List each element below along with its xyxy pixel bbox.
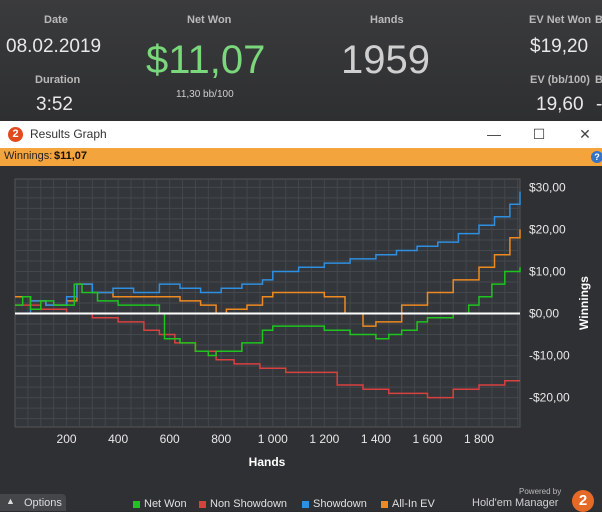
- y-axis-ticks: $30,00 $20,00 $10,00 $0,00 -$10,00 -$20,00: [529, 180, 570, 404]
- cutoff-label-b: B: [595, 14, 602, 26]
- x-tick-label: 1 400: [361, 432, 391, 446]
- x-axis-ticks: 200 400 600 800 1 000 1 200 1 400 1 600 1 800: [57, 432, 495, 446]
- brand-name: Hold'em Manager: [472, 497, 559, 509]
- results-graph-window: 2 Results Graph — ☐ ✕ Winnings: $11,07 ?…: [0, 121, 602, 511]
- y-tick-label: $0,00: [529, 307, 559, 321]
- x-tick-label: 600: [160, 432, 180, 446]
- legend-swatch-net-won: [133, 501, 140, 508]
- expand-icon: ▲: [6, 496, 15, 506]
- series-line-net-won: [15, 267, 521, 357]
- date-label: Date: [44, 14, 68, 26]
- bb100-value: 11,30 bb/100: [176, 89, 234, 100]
- ev-net-won-label: EV Net Won: [529, 14, 592, 26]
- net-won-label: Net Won: [187, 14, 232, 26]
- powered-by-text: Powered by: [519, 487, 562, 496]
- help-icon[interactable]: ?: [591, 151, 602, 163]
- ev-bb100-value: 19,60: [536, 94, 584, 115]
- minimize-button[interactable]: —: [487, 126, 501, 142]
- legend-swatch-showdown: [302, 501, 309, 508]
- x-tick-label: 800: [211, 432, 231, 446]
- duration-value: 3:52: [36, 94, 73, 115]
- y-tick-label: $20,00: [529, 222, 566, 236]
- options-label: Options: [24, 497, 62, 509]
- x-axis-label: Hands: [249, 455, 286, 469]
- y-tick-label: $10,00: [529, 264, 566, 278]
- y-tick-label: -$20,00: [529, 391, 570, 405]
- net-won-value: $11,07: [146, 38, 266, 82]
- y-tick-label: $30,00: [529, 180, 566, 194]
- cutoff-value: -: [596, 94, 602, 115]
- duration-label: Duration: [35, 74, 81, 86]
- legend-non-showdown[interactable]: Non Showdown: [210, 498, 288, 510]
- hands-value: 1959: [341, 38, 430, 82]
- close-button[interactable]: ✕: [579, 126, 591, 142]
- brand-logo-icon: 2: [572, 490, 594, 512]
- winnings-label: Winnings:: [4, 150, 53, 162]
- results-chart: 200 400 600 800 1 000 1 200 1 400 1 600 1 800 $3…: [14, 178, 591, 469]
- series-line-showdown: [15, 191, 521, 315]
- grid-lines: [15, 179, 520, 427]
- window-title: Results Graph: [30, 127, 107, 141]
- series-line-non-showdown: [15, 304, 520, 399]
- ev-net-won-value: $19,20: [530, 36, 589, 57]
- ev-bb100-label: EV (bb/100): [530, 74, 590, 86]
- legend-swatch-non-showdown: [199, 501, 206, 508]
- hands-label: Hands: [370, 14, 404, 26]
- legend-swatch-all-in-ev: [381, 501, 388, 508]
- x-tick-label: 1 200: [309, 432, 339, 446]
- options-button[interactable]: ▲ Options: [0, 494, 66, 511]
- y-axis-label: Winnings: [577, 276, 591, 330]
- app-logo-icon: 2: [8, 127, 23, 142]
- x-tick-label: 1 800: [464, 432, 494, 446]
- series-lines: [15, 191, 521, 399]
- legend-net-won[interactable]: Net Won: [144, 498, 187, 510]
- x-tick-label: 400: [108, 432, 128, 446]
- date-value: 08.02.2019: [6, 36, 102, 57]
- winnings-banner: Winnings: $11,07 ?: [0, 148, 602, 166]
- winnings-value: $11,07: [54, 150, 88, 162]
- session-stats-header: Date 08.02.2019 Duration 3:52 Net Won $1…: [0, 0, 602, 121]
- legend-showdown[interactable]: Showdown: [313, 498, 367, 510]
- x-tick-label: 1 000: [258, 432, 288, 446]
- cutoff-label-b2: B: [595, 74, 602, 86]
- x-tick-label: 1 600: [412, 432, 442, 446]
- maximize-button[interactable]: ☐: [532, 126, 546, 142]
- x-tick-label: 200: [57, 432, 77, 446]
- legend-all-in-ev[interactable]: All-In EV: [392, 498, 435, 510]
- window-titlebar[interactable]: 2 Results Graph — ☐ ✕: [0, 121, 602, 148]
- y-tick-label: -$10,00: [529, 349, 570, 363]
